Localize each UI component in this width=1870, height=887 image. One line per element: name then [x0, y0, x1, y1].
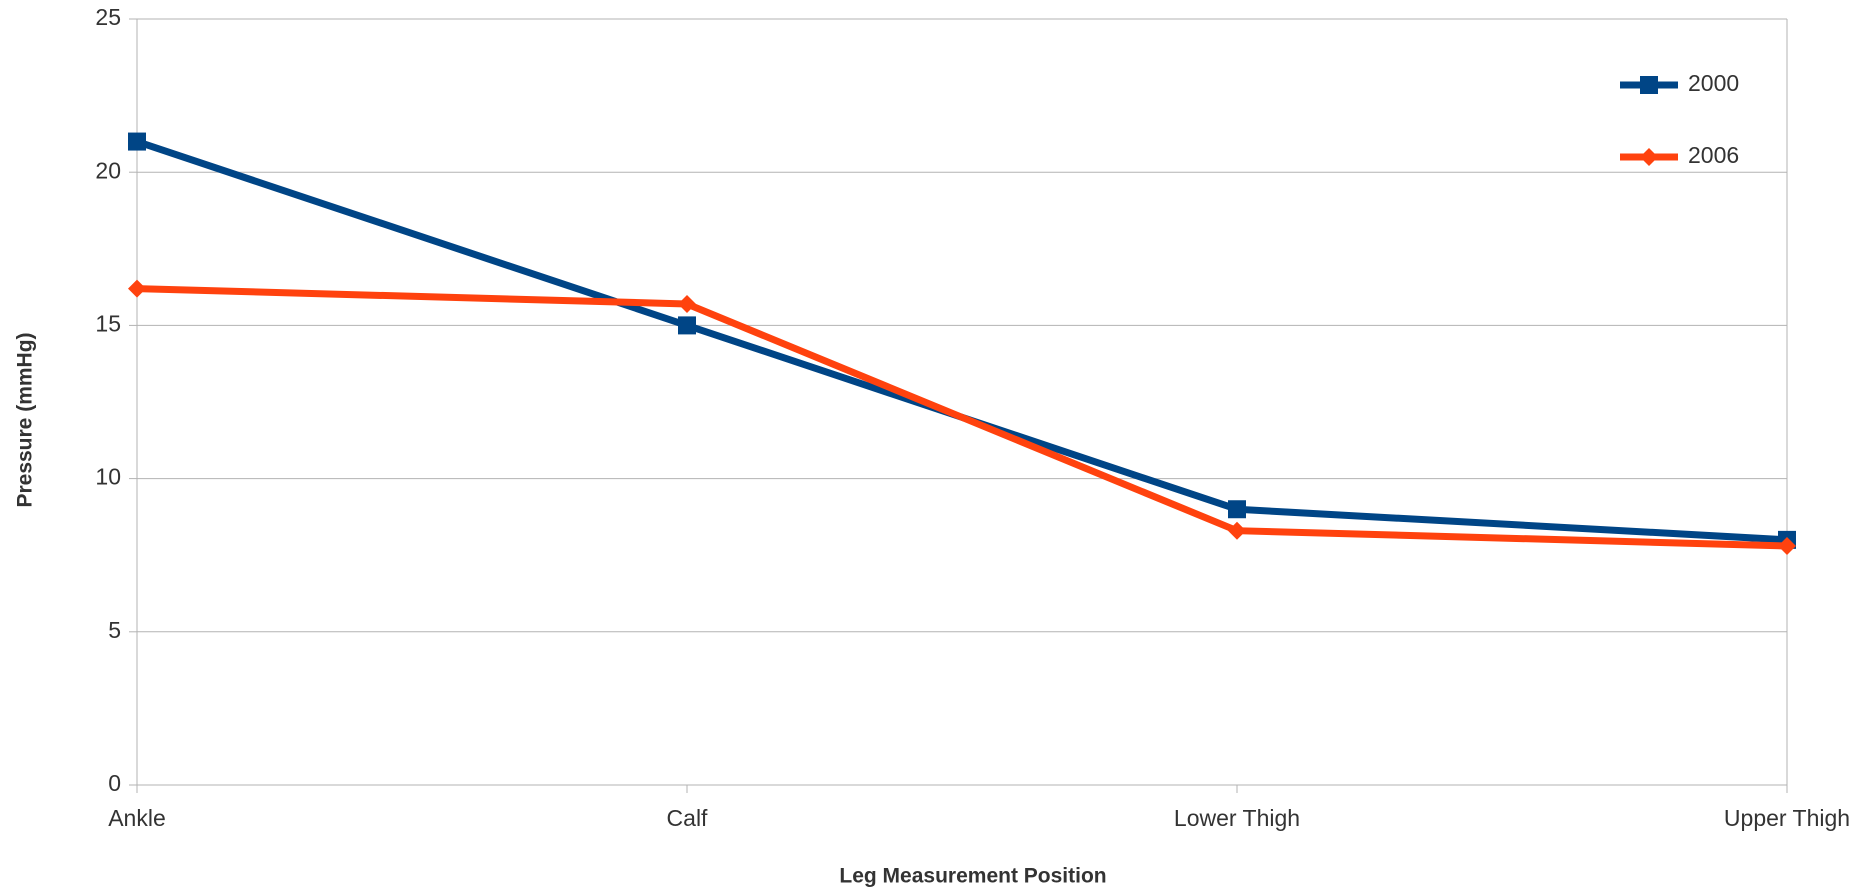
y-tick-label: 25: [95, 4, 121, 30]
x-tick-label: Lower Thigh: [1174, 805, 1300, 831]
marker: [1640, 148, 1658, 166]
marker: [1228, 500, 1246, 519]
marker: [1640, 76, 1658, 94]
x-axis-title: Leg Measurement Position: [839, 865, 1106, 887]
y-tick-label: 20: [95, 157, 121, 183]
marker: [1778, 537, 1796, 556]
x-tick-label: Calf: [667, 805, 709, 831]
legend-label: 2000: [1688, 70, 1739, 96]
y-tick-label: 0: [108, 770, 121, 796]
y-tick-label: 15: [95, 310, 121, 336]
x-tick-label: Ankle: [108, 805, 166, 831]
y-tick-label: 5: [108, 617, 121, 643]
marker: [128, 132, 146, 151]
y-axis-title: Pressure (mmHg): [14, 332, 37, 507]
marker: [1228, 521, 1246, 540]
marker: [678, 316, 696, 335]
x-tick-label: Upper Thigh: [1724, 805, 1850, 831]
marker: [678, 294, 696, 313]
series-line: [135, 138, 1788, 544]
marker: [128, 279, 146, 298]
legend-label: 2006: [1688, 142, 1739, 168]
y-tick-label: 10: [95, 464, 121, 490]
series-line: [136, 285, 1788, 550]
